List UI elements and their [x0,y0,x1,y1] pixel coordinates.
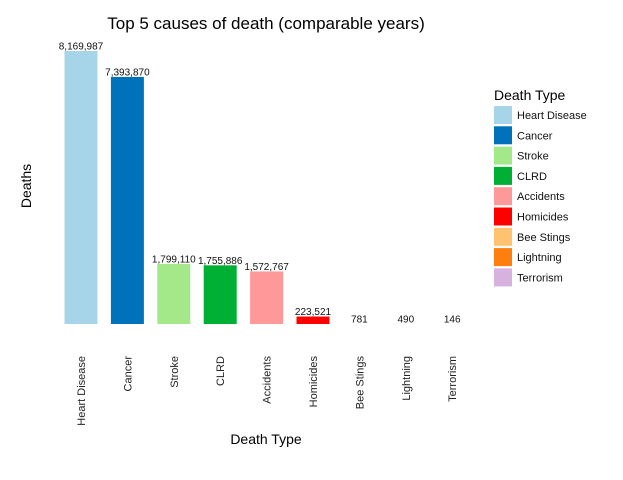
legend-swatch [494,146,512,165]
data-label: 1,572,767 [244,262,289,273]
data-label: 146 [444,314,461,325]
legend-label: CLRD [517,171,547,183]
legend-swatch [494,126,512,145]
bar-accidents [250,271,284,324]
legend-swatch [494,207,512,226]
x-tick-label: Stroke [169,356,181,388]
x-tick-label: Homicides [308,356,320,408]
bars-group [64,51,469,325]
data-label: 781 [351,314,368,325]
data-label: 223,521 [295,307,332,318]
legend-swatch [494,106,512,124]
legend-label: Bee Stings [517,232,571,244]
legend-label: Cancer [517,130,553,142]
x-tick-label: Cancer [122,356,134,392]
x-tick-labels-group: Heart Disease Cancer Stroke CLRD Accidents Ho… [76,356,459,426]
legend-swatch [494,166,512,185]
data-label: 490 [397,314,414,325]
chart-title: Top 5 causes of death (comparable years) [107,14,425,33]
x-axis-title: Death Type [230,431,302,447]
legend-label: Accidents [517,191,565,203]
bar-clrd [203,265,237,324]
x-tick-label: Bee Stings [354,356,366,410]
bar-homicides [296,316,330,324]
legend-label: Heart Disease [517,110,587,122]
legend-title: Death Type [494,87,566,103]
bar-cancer [110,76,144,325]
legend-swatch [494,268,512,287]
x-tick-label: Terrorism [447,356,459,402]
legend-label: Stroke [517,151,549,163]
legend-swatch [494,248,512,267]
y-axis-title: Deaths [18,164,34,208]
data-label: 1,755,886 [198,256,243,267]
data-label: 1,799,110 [152,254,196,265]
legend-label: Lightning [517,252,562,264]
legend-label: Homicides [517,212,569,224]
bar-stroke [157,263,191,324]
data-label: 7,393,870 [105,67,150,78]
legend-swatch [494,227,512,246]
x-tick-label: Heart Disease [76,356,88,426]
x-tick-label: Lightning [401,356,413,401]
bar-heart-disease [64,51,98,324]
legend: Heart Disease Cancer Stroke CLRD Accidents Ho… [494,106,587,287]
legend-swatch [494,187,512,206]
data-label: 8,169,987 [59,42,104,53]
data-labels-group: 8,169,987 7,393,870 1,799,110 1,755,8861,57… [59,42,461,326]
x-tick-label: CLRD [215,356,227,386]
x-tick-label: Accidents [262,356,274,404]
legend-label: Terrorism [517,272,563,284]
